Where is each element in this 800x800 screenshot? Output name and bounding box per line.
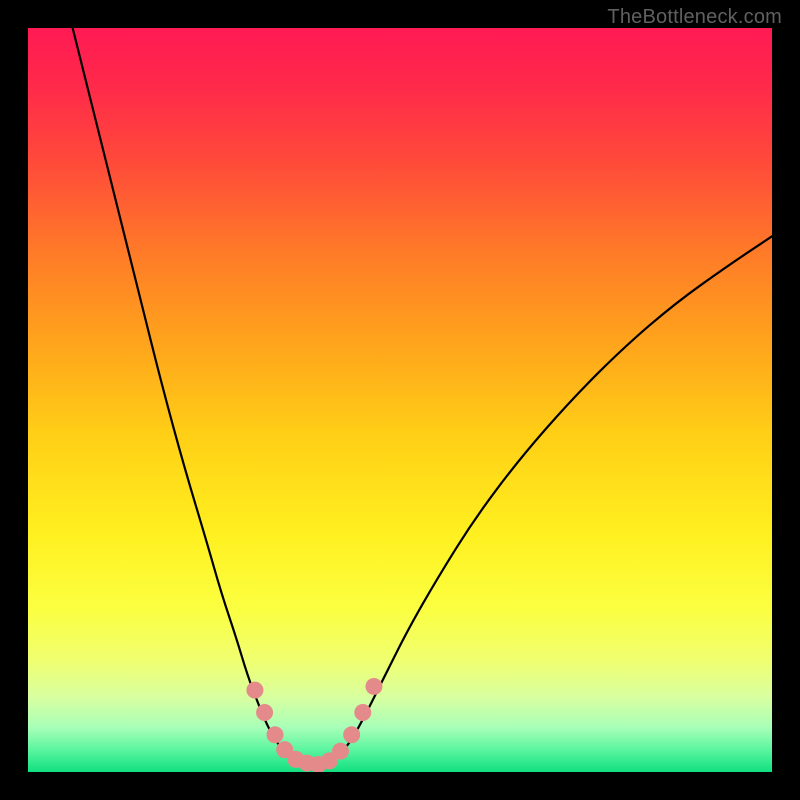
marker-point [354,704,371,721]
marker-point [256,704,273,721]
plot-frame [28,28,772,772]
marker-point [246,682,263,699]
marker-point [343,726,360,743]
chart-background [28,28,772,772]
watermark-text: TheBottleneck.com [607,6,782,29]
marker-point [267,726,284,743]
marker-point [365,678,382,695]
marker-point [332,743,349,760]
chart-svg [28,28,772,772]
